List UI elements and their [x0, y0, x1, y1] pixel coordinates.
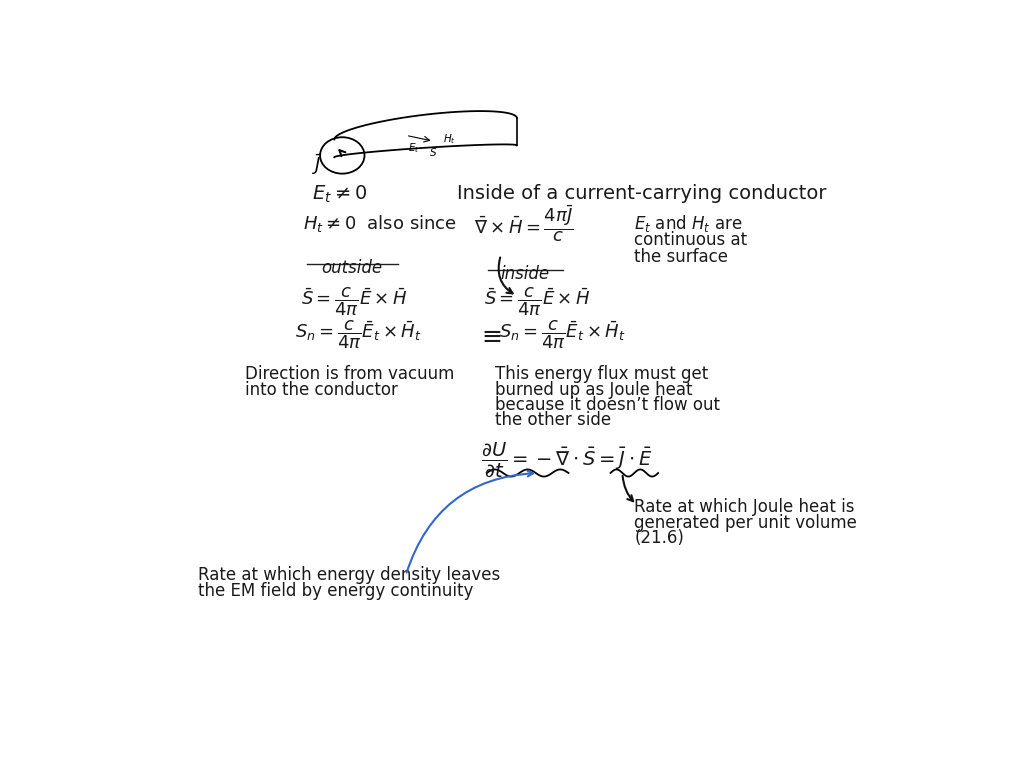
- Text: $S$: $S$: [429, 147, 437, 158]
- Text: $\dfrac{\partial U}{\partial t}=-\bar{\nabla}\cdot\bar{S}=\bar{J}\cdot\bar{E}$: $\dfrac{\partial U}{\partial t}=-\bar{\n…: [481, 441, 652, 479]
- Text: This energy flux must get: This energy flux must get: [495, 366, 708, 383]
- Text: $H_t$: $H_t$: [443, 133, 456, 147]
- Text: generated per unit volume: generated per unit volume: [634, 514, 857, 531]
- Text: $\bar{J}$: $\bar{J}$: [312, 153, 323, 177]
- Text: inside: inside: [501, 265, 549, 283]
- Text: Rate at which Joule heat is: Rate at which Joule heat is: [634, 498, 855, 516]
- Text: $\bar{\nabla}\times\bar{H}=\dfrac{4\pi\bar{J}}{c}$: $\bar{\nabla}\times\bar{H}=\dfrac{4\pi\b…: [474, 204, 573, 243]
- Text: $E_t$: $E_t$: [408, 141, 420, 155]
- Text: $\bar{S}=\dfrac{c}{4\pi}\bar{E}\times\bar{H}$: $\bar{S}=\dfrac{c}{4\pi}\bar{E}\times\ba…: [483, 286, 590, 319]
- Text: $S_n=\dfrac{c}{4\pi}\bar{E}_t\times\bar{H}_t$: $S_n=\dfrac{c}{4\pi}\bar{E}_t\times\bar{…: [500, 318, 626, 351]
- Text: continuous at: continuous at: [634, 231, 748, 249]
- Text: the other side: the other side: [495, 412, 610, 429]
- Text: the surface: the surface: [634, 247, 728, 266]
- Text: $E_t$ and $H_t$ are: $E_t$ and $H_t$ are: [634, 213, 743, 234]
- Text: $S_n=\dfrac{c}{4\pi}\bar{E}_t\times\bar{H}_t$: $S_n=\dfrac{c}{4\pi}\bar{E}_t\times\bar{…: [295, 318, 421, 351]
- Text: the EM field by energy continuity: the EM field by energy continuity: [198, 581, 473, 600]
- Text: (21.6): (21.6): [634, 529, 684, 547]
- Text: $E_t \neq 0$: $E_t \neq 0$: [312, 184, 368, 204]
- Text: $\bar{S}=\dfrac{c}{4\pi}\bar{E}\times\bar{H}$: $\bar{S}=\dfrac{c}{4\pi}\bar{E}\times\ba…: [301, 286, 408, 319]
- Text: because it doesn’t flow out: because it doesn’t flow out: [495, 396, 720, 414]
- Text: $\equiv$: $\equiv$: [476, 323, 502, 346]
- Text: burned up as Joule heat: burned up as Joule heat: [495, 381, 692, 399]
- Text: into the conductor: into the conductor: [246, 381, 398, 399]
- Text: Rate at which energy density leaves: Rate at which energy density leaves: [198, 566, 500, 584]
- Text: outside: outside: [322, 259, 382, 276]
- Text: Inside of a current-carrying conductor: Inside of a current-carrying conductor: [458, 184, 826, 204]
- Text: $H_t \neq 0$  also since: $H_t \neq 0$ also since: [303, 213, 457, 234]
- Text: Direction is from vacuum: Direction is from vacuum: [246, 366, 455, 383]
